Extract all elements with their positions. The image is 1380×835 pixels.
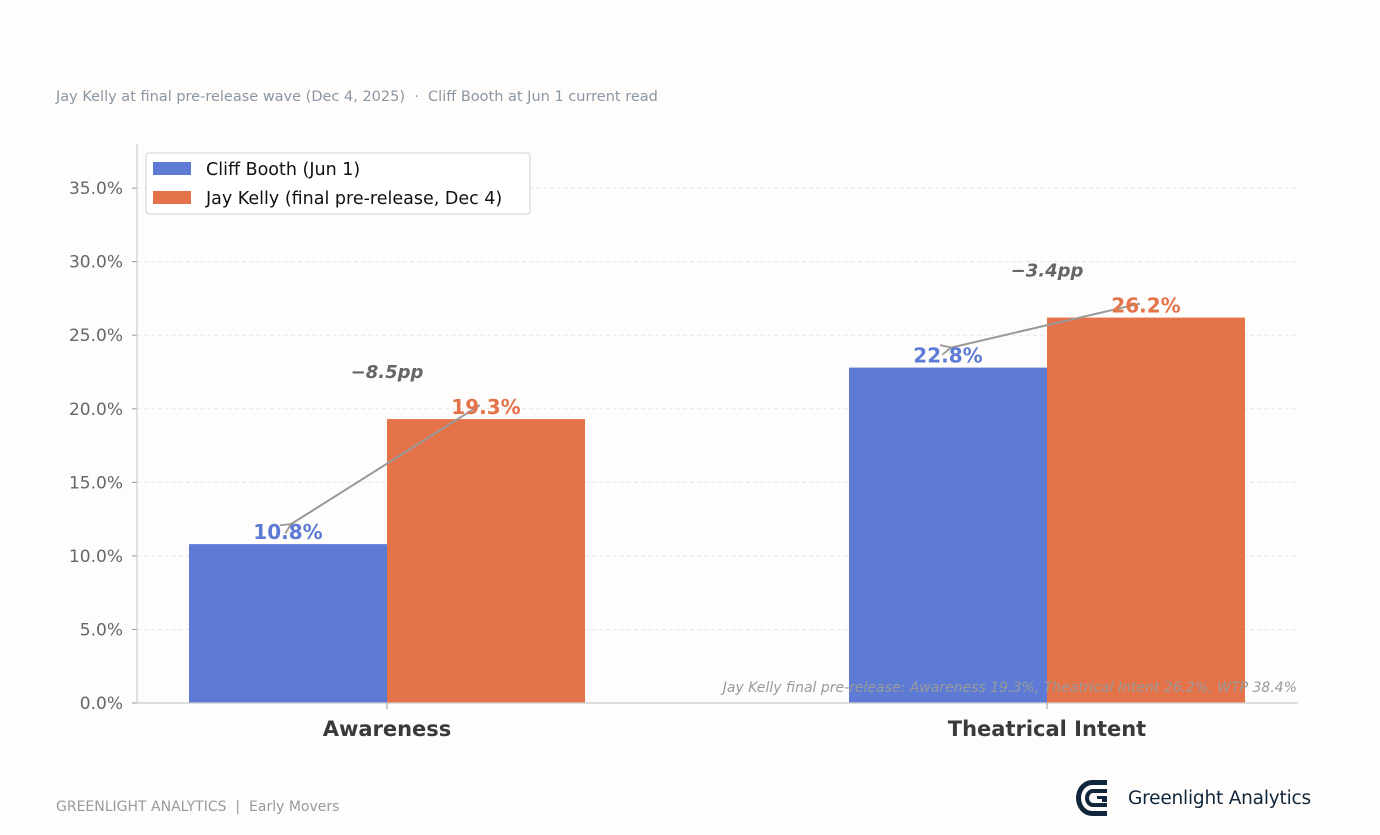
legend-swatch xyxy=(153,191,191,204)
legend-box xyxy=(145,152,531,215)
bar xyxy=(1047,317,1245,703)
greenlight-g-logo-icon xyxy=(1076,780,1107,816)
delta-arrow xyxy=(291,404,481,524)
y-tick-label: 15.0% xyxy=(69,473,123,493)
footer-source: GREENLIGHT ANALYTICS | Early Movers xyxy=(56,799,340,815)
data-label: 19.3% xyxy=(451,395,520,419)
chart-subtitle: Jay Kelly at final pre-release wave (Dec… xyxy=(56,89,658,105)
y-tick-label: 30.0% xyxy=(69,253,123,273)
y-tick-label: 10.0% xyxy=(69,547,123,567)
x-tick-label: Awareness xyxy=(323,717,452,741)
legend-label: Jay Kelly (final pre-release, Dec 4) xyxy=(205,189,502,209)
delta-label: −8.5pp xyxy=(351,362,424,383)
brand-logo: Greenlight Analytics xyxy=(1074,778,1311,818)
bar xyxy=(189,544,387,703)
chart-footnote: Jay Kelly final pre-release: Awareness 1… xyxy=(720,680,1297,696)
y-tick-label: 35.0% xyxy=(69,179,123,199)
data-label: 10.8% xyxy=(253,520,322,544)
y-tick-label: 5.0% xyxy=(80,620,123,640)
y-tick-label: 0.0% xyxy=(80,694,123,714)
x-tick-label: Theatrical Intent xyxy=(948,717,1146,741)
y-tick-label: 20.0% xyxy=(69,400,123,420)
y-tick-label: 25.0% xyxy=(69,326,123,346)
bar xyxy=(387,419,585,703)
bar xyxy=(849,367,1047,703)
data-label: 22.8% xyxy=(913,344,982,368)
legend-swatch xyxy=(153,162,191,175)
legend-label: Cliff Booth (Jun 1) xyxy=(206,160,360,180)
delta-arrow xyxy=(951,302,1141,348)
delta-label: −3.4pp xyxy=(1011,261,1084,282)
brand-name: Greenlight Analytics xyxy=(1128,787,1311,809)
data-label: 26.2% xyxy=(1111,294,1180,318)
